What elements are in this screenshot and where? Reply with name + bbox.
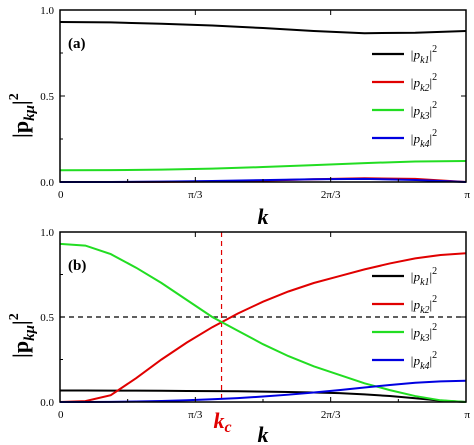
panel-label: (a) — [68, 36, 86, 52]
series-line-k3 — [59, 160, 467, 172]
y-tick-label: 0.5 — [40, 91, 54, 103]
y-axis-label: |pkμ|2 — [7, 93, 38, 138]
y-tick-label: 0.0 — [40, 177, 54, 189]
legend-entry-k3: |pk3|2 — [410, 100, 437, 122]
y-tick-label: 1.0 — [40, 227, 54, 239]
x-axis-label: k — [258, 422, 269, 445]
x-tick-label: π/3 — [188, 189, 203, 201]
series-line-k1 — [60, 389, 467, 403]
y-tick-label: 0.0 — [40, 397, 54, 409]
x-tick-label: 0 — [58, 409, 64, 421]
legend-entry-k4: |pk4|2 — [410, 128, 437, 150]
y-tick-label: 1.0 — [40, 5, 54, 17]
legend-entry-k1: |pk1|2 — [410, 44, 437, 66]
y-axis-label: |pkμ|2 — [7, 313, 38, 358]
y-tick-label: 0.5 — [40, 312, 54, 324]
x-tick-label: π/3 — [188, 409, 203, 421]
legend-entry-k3: |pk3|2 — [410, 322, 437, 344]
series-line-k1 — [59, 21, 467, 35]
panel-a: 0 π/3 2π/3 π 0.0 0.5 1.0 (a) k |pkμ|2 |pk1|2 |pk2|2… — [7, 5, 470, 229]
plot-frame — [59, 9, 467, 183]
panel-b: 0 π/3 2π/3 π 0.0 0.5 1.0 (b) k |pkμ|2 kc |pk1|2 |pk2… — [7, 227, 470, 445]
kc-label: kc — [214, 408, 232, 436]
legend-entry-k2: |pk2|2 — [410, 294, 437, 316]
x-tick-label: 0 — [58, 189, 64, 201]
series-line-k3 — [59, 242, 467, 403]
x-tick-label: 2π/3 — [321, 409, 341, 421]
legend-entry-k4: |pk4|2 — [410, 350, 437, 372]
x-axis-label: k — [258, 204, 269, 229]
series-line-k2 — [59, 252, 467, 403]
x-tick-label: π — [464, 409, 470, 421]
x-tick-label: 2π/3 — [321, 189, 341, 201]
legend-entry-k1: |pk1|2 — [410, 266, 437, 288]
legend-entry-k2: |pk2|2 — [410, 72, 437, 94]
x-tick-label: π — [464, 189, 470, 201]
panel-label: (b) — [68, 258, 86, 274]
